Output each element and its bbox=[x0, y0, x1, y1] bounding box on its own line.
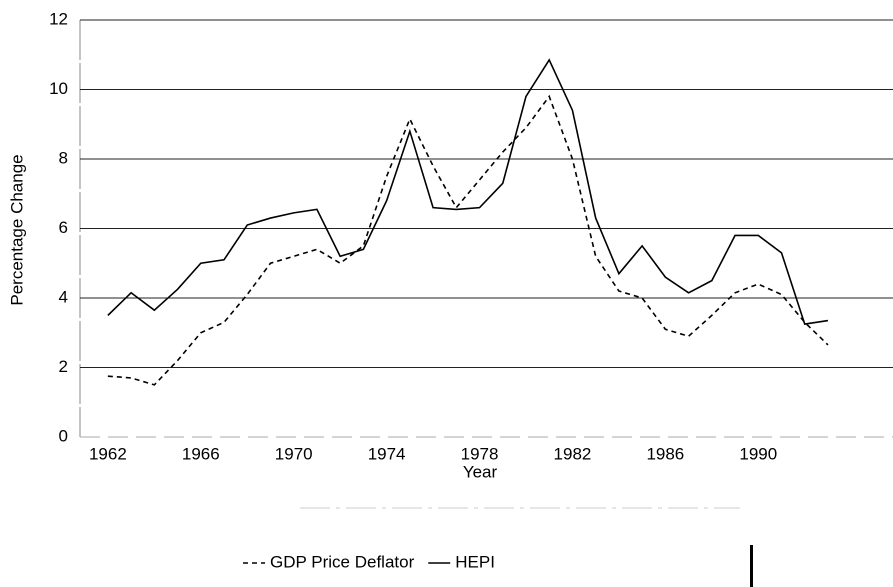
legend-label: GDP Price Deflator bbox=[270, 552, 415, 571]
x-axis-title: Year bbox=[463, 462, 498, 481]
y-axis-title: Percentage Change bbox=[7, 154, 26, 305]
x-tick-label: 1986 bbox=[646, 444, 684, 463]
x-tick-label: 1990 bbox=[739, 444, 777, 463]
scan-artifact bbox=[750, 545, 753, 587]
y-tick-label: 8 bbox=[59, 148, 68, 167]
x-tick-label: 1978 bbox=[461, 444, 499, 463]
x-tick-label: 1962 bbox=[89, 444, 127, 463]
x-tick-label: 1974 bbox=[368, 444, 406, 463]
y-tick-label: 12 bbox=[49, 9, 68, 28]
series-line bbox=[107, 94, 829, 386]
x-tick-label: 1982 bbox=[554, 444, 592, 463]
y-tick-label: 10 bbox=[49, 79, 68, 98]
x-tick-label: 1966 bbox=[182, 444, 220, 463]
y-tick-label: 2 bbox=[59, 357, 68, 376]
legend-label: HEPI bbox=[455, 552, 495, 571]
series-line bbox=[107, 58, 829, 325]
y-tick-label: 4 bbox=[59, 287, 68, 306]
y-tick-label: 6 bbox=[59, 218, 68, 237]
y-tick-label: 0 bbox=[59, 426, 68, 445]
x-tick-label: 1970 bbox=[275, 444, 313, 463]
